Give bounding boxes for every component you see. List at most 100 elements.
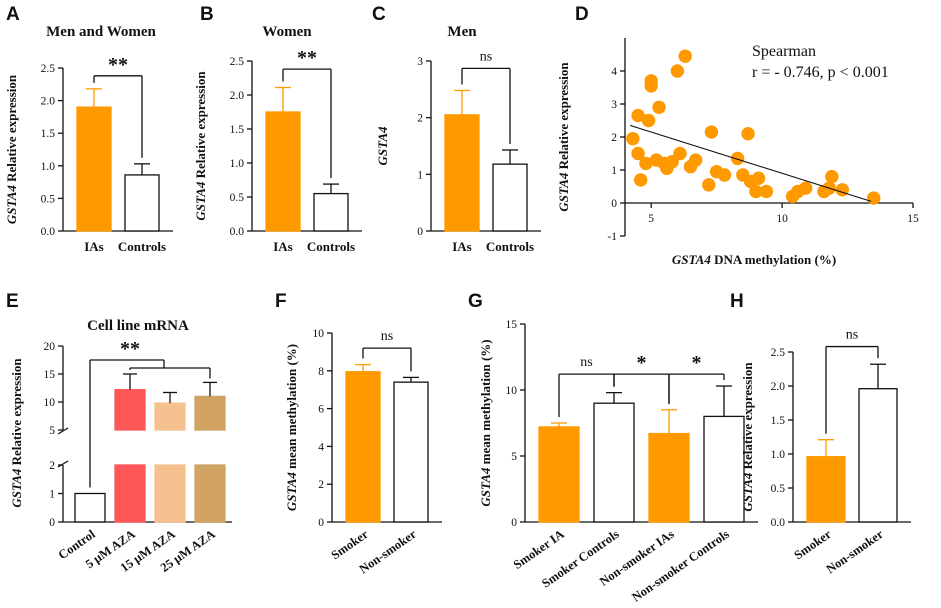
y-tick-label: 2 [318, 479, 324, 491]
significance-label: * [692, 352, 702, 374]
bar [538, 426, 580, 523]
y-tick-label: 4 [318, 441, 324, 453]
y-tick-label: 0.0 [771, 517, 786, 529]
y-tick-label: 3 [611, 99, 617, 111]
scatter-point [665, 155, 679, 169]
y-tick-label: 1.0 [41, 161, 56, 173]
y-tick-label: 3 [417, 56, 423, 68]
x-axis-label-gene: GSTA4 [672, 252, 712, 267]
panel-letter: A [6, 4, 20, 25]
trend-line [630, 124, 872, 202]
y-axis-label: GSTA4 Relative expression [9, 358, 24, 508]
y-axis-label: GSTA4 mean methylation (%) [284, 344, 299, 511]
x-tick-label: IAs [84, 239, 104, 254]
significance-label: ns [580, 355, 592, 370]
y-tick-label: 0.0 [230, 226, 245, 238]
y-axis-label-text: Relative expression [4, 74, 19, 185]
spearman-label: Spearman [752, 43, 816, 60]
bar [444, 114, 480, 232]
y-tick-label: 0.5 [230, 192, 245, 204]
y-axis-label-text: Relative expression [740, 362, 755, 473]
y-axis-label: GSTA4 [375, 126, 390, 166]
bar [76, 106, 112, 232]
y-axis-label: GSTA4 Relative expression [4, 74, 19, 224]
panel-title: Men [447, 24, 477, 40]
bar [114, 464, 146, 523]
y-tick-label: 1.0 [230, 158, 245, 170]
y-tick-label: 8 [318, 366, 324, 378]
bar [345, 371, 381, 523]
y-tick-label: 1 [417, 169, 423, 181]
y-axis-label: GSTA4 Relative expression [193, 71, 208, 221]
x-tick-label: Non-smoker [824, 527, 886, 577]
scatter-point [644, 74, 658, 88]
spearman-stat: r = - 0.746, p < 0.001 [752, 64, 889, 81]
scatter-point [751, 171, 766, 185]
y-tick-label: 0.5 [771, 483, 786, 495]
y-tick-label: 1 [49, 489, 55, 501]
x-axis-label: GSTA4 DNA methylation (%) [672, 252, 836, 267]
y-axis-label: GSTA4 Relative expression [740, 362, 755, 512]
x-tick-label: Smoker [329, 527, 372, 563]
significance-label: ns [846, 328, 858, 343]
bar [154, 402, 186, 431]
x-tick-label: 5 [648, 213, 654, 225]
y-tick-label: 2.5 [230, 56, 245, 68]
y-tick-label: 5 [511, 451, 517, 463]
scatter-point [688, 153, 703, 167]
y-axis-label-gene: GSTA4 [193, 181, 208, 221]
significance-label: ** [120, 338, 140, 360]
y-tick-label: 15 [506, 319, 518, 331]
y-tick-label: 4 [611, 66, 617, 78]
y-axis-label-text: mean methylation (%) [478, 339, 493, 467]
y-tick-label: 2.5 [41, 63, 56, 75]
scatter-point [626, 131, 640, 146]
bar [858, 388, 898, 523]
panel-c: C Men 0 1 2 3 GSTA4 IAs Controls ns [372, 4, 541, 254]
scatter-point [678, 49, 692, 63]
scatter-point [759, 184, 774, 199]
x-tick-label: Non-smoker Controls [629, 527, 731, 605]
y-tick-label: 2 [49, 460, 55, 472]
scatter-point [825, 169, 839, 184]
y-tick-label: 1 [611, 165, 617, 177]
panel-b: B Women 0.0 0.5 1.0 1.5 2.0 2.5 GSTA4 Relative e… [193, 4, 362, 254]
y-tick-label: 5 [49, 425, 55, 437]
significance-label: ns [381, 329, 393, 344]
y-axis-label: GSTA4 Relative expression [556, 62, 571, 212]
panel-f: F 0 2 4 6 8 10 GSTA4 mean methylation (%) Smoker… [275, 291, 442, 576]
scatter-point [704, 125, 719, 139]
y-tick-label: 0.5 [41, 193, 56, 205]
x-tick-label: 15 [907, 213, 919, 225]
y-axis-label-text: Relative expression [9, 358, 24, 469]
y-tick-label: 10 [44, 397, 56, 409]
y-tick-label: 1.5 [771, 415, 786, 427]
bar [124, 174, 160, 232]
x-tick-label: Controls [118, 239, 166, 254]
scatter-point [730, 151, 745, 166]
scatter-point [798, 181, 813, 195]
y-tick-label: 0 [49, 517, 55, 529]
panel-letter: B [200, 4, 214, 25]
bar [194, 395, 226, 431]
bar [703, 415, 745, 523]
axis-break-mark [57, 427, 69, 435]
panel-letter: G [468, 291, 483, 312]
bar [265, 111, 301, 232]
panel-letter: E [6, 291, 19, 312]
panel-e: E Cell line mRNA 0 1 2 5 10 15 20 GSTA4 Relative … [6, 291, 232, 575]
y-tick-label: 0 [417, 226, 423, 238]
bar [648, 432, 690, 523]
bar [194, 464, 226, 523]
y-tick-label: 2.0 [771, 381, 786, 393]
x-tick-label: IAs [273, 239, 293, 254]
y-axis-label: GSTA4 mean methylation (%) [478, 339, 493, 506]
y-axis-label-text: Relative expression [556, 62, 571, 173]
axis-break-mark [57, 460, 69, 468]
x-tick-label: IAs [452, 239, 472, 254]
y-axis-label-gene: GSTA4 [478, 467, 493, 507]
scatter-point [670, 64, 685, 78]
panel-h: H 0.0 0.5 1.0 1.5 2.0 2.5 GSTA4 Relative expres… [730, 291, 911, 576]
